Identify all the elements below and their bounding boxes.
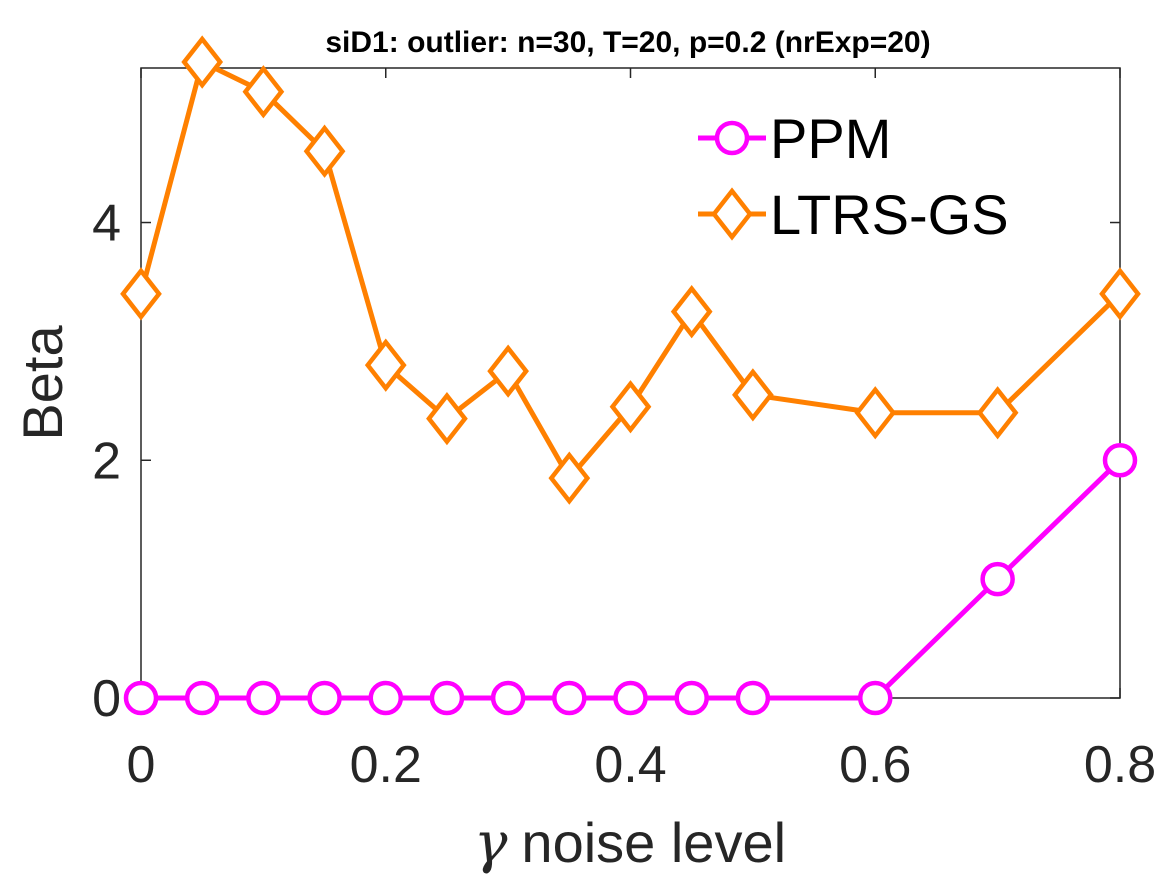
x-axis-label: γ noise level	[474, 811, 786, 875]
data-point-ltrs-gs	[426, 392, 468, 446]
y-axis-label: Beta	[11, 325, 74, 441]
x-tick-label: 0.4	[594, 736, 666, 794]
x-tick-label: 0	[127, 736, 156, 794]
data-point-ppm	[552, 680, 587, 716]
data-point-ltrs-gs	[1099, 267, 1141, 321]
data-point-ltrs-gs	[242, 65, 285, 119]
legend-marker-ltrs-gs	[711, 187, 753, 241]
data-point-ltrs-gs	[487, 344, 529, 398]
data-point-ppm	[123, 680, 159, 716]
x-tick-label: 0.6	[839, 736, 911, 794]
data-point-ppm	[490, 680, 526, 716]
axis-ticks: 0 0.2 0.4 0.6 0.8 0 2 4	[92, 68, 1156, 794]
legend-marker-ppm	[714, 120, 750, 156]
data-point-ppm	[735, 680, 771, 716]
series-markers	[120, 35, 1141, 716]
data-point-ppm	[429, 680, 465, 716]
chart-title: siD1: outlier: n=30, T=20, p=0.2 (nrExp=…	[325, 26, 930, 59]
x-axis-label-symbol: γ	[474, 811, 508, 875]
data-point-ltrs-gs	[976, 386, 1019, 440]
data-point-ppm	[674, 680, 709, 716]
data-point-ltrs-gs	[120, 267, 162, 321]
legend: PPM LTRS-GS	[698, 107, 1009, 246]
data-point-ltrs-gs	[670, 285, 713, 339]
y-tick-label: 0	[92, 670, 121, 728]
data-point-ppm	[858, 680, 893, 716]
data-point-ltrs-gs	[181, 35, 224, 89]
legend-label-ltrs-gs: LTRS-GS	[770, 183, 1009, 246]
series-line-ppm	[141, 458, 1122, 701]
x-axis-label-text: noise level	[521, 811, 786, 874]
data-point-ppm	[1102, 443, 1138, 478]
y-tick-label: 4	[92, 195, 121, 253]
data-point-ltrs-gs	[364, 338, 407, 392]
series-lines	[138, 59, 1122, 701]
data-point-ltrs-gs	[303, 124, 346, 178]
data-point-ppm	[980, 561, 1015, 597]
legend-label-ppm: PPM	[770, 107, 891, 170]
data-point-ltrs-gs	[609, 380, 652, 434]
x-tick-label: 0.8	[1084, 736, 1156, 794]
x-tick-label: 0.2	[350, 736, 422, 794]
data-point-ppm	[307, 680, 342, 716]
data-point-ppm	[184, 680, 220, 716]
data-point-ppm	[613, 680, 648, 716]
data-point-ppm	[368, 680, 403, 716]
data-point-ltrs-gs	[732, 368, 774, 422]
data-point-ppm	[246, 680, 281, 716]
data-point-ltrs-gs	[548, 451, 591, 505]
data-point-ltrs-gs	[854, 386, 897, 440]
y-tick-label: 2	[92, 432, 121, 490]
